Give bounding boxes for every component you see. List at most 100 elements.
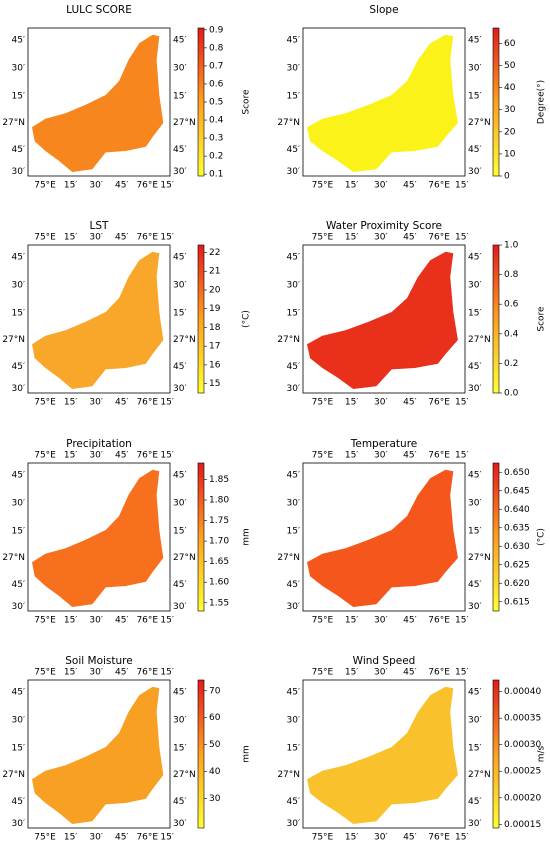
lon-label: 75°E <box>312 233 334 243</box>
colorbar-tick-label: 0.2 <box>209 152 223 162</box>
colorbar-tick-label: 1.60 <box>209 578 229 588</box>
region <box>32 686 164 824</box>
colorbar-tick-label: 0.8 <box>504 270 519 280</box>
colorbar-label: mm <box>242 745 252 763</box>
colorbar-tick-label: 0.5 <box>209 98 223 108</box>
colorbar-tick-label: 1.75 <box>209 516 229 526</box>
lat-label: 30′ <box>468 384 482 394</box>
colorbar-tick-label: 50 <box>209 740 221 750</box>
lon-label: 15′ <box>345 398 359 408</box>
lon-label: 15′ <box>345 451 359 461</box>
colorbar-tick-label: 0.630 <box>504 542 530 552</box>
lon-label: 76°E <box>136 233 158 243</box>
colorbar-tick-label: 0.640 <box>504 505 530 515</box>
lon-label: 75°E <box>312 833 334 843</box>
colorbar-tick-label: 0.0 <box>504 389 519 399</box>
lon-label: 76°E <box>428 451 450 461</box>
map-frame <box>27 244 171 394</box>
lon-label: 75°E <box>312 451 334 461</box>
lon-label: 30′ <box>374 398 388 408</box>
map-frame <box>27 462 171 612</box>
colorbar-tick-label: 50 <box>504 61 516 71</box>
colorbar-tick-label: 0.00030 <box>504 740 541 750</box>
lon-label: 45′ <box>115 833 129 843</box>
lat-label: 27°N <box>277 335 300 345</box>
lon-label: 30′ <box>89 398 103 408</box>
colorbar-tick-label: 0.00035 <box>504 714 541 724</box>
lon-label: 15′ <box>64 181 78 191</box>
lat-label: 45′ <box>12 35 26 45</box>
lat-label: 30′ <box>12 715 26 725</box>
panel-title: LST <box>90 220 110 232</box>
lon-label: 76°E <box>136 616 158 626</box>
colorbar-tick-label: 0.7 <box>209 61 223 71</box>
lat-label: 30′ <box>287 280 301 290</box>
lat-label: 45′ <box>468 35 482 45</box>
lon-label: 15′ <box>64 616 78 626</box>
colorbar-tick-label: 30 <box>504 105 516 115</box>
lon-label: 76°E <box>428 233 450 243</box>
lat-label: 15′ <box>468 527 482 537</box>
lat-label: 30′ <box>12 498 26 508</box>
lat-label: 27°N <box>277 770 300 780</box>
lat-label: 30′ <box>287 602 301 612</box>
lon-label: 30′ <box>374 833 388 843</box>
colorbar-label: Score <box>242 89 252 115</box>
lat-label: 30′ <box>12 63 26 73</box>
colorbar-tick-label: 16 <box>209 360 221 370</box>
colorbar-tick-label: 0.650 <box>504 468 530 478</box>
map-frame <box>302 462 466 612</box>
region <box>32 34 164 172</box>
lat-label: 27°N <box>468 118 491 128</box>
lat-label: 27°N <box>277 553 300 563</box>
map-frame <box>302 679 466 829</box>
colorbar-tick-label: 0.3 <box>209 134 223 144</box>
panel-title: Slope <box>369 4 398 16</box>
lon-label: 76°E <box>136 181 158 191</box>
colorbar-tick-label: 1.80 <box>209 496 229 506</box>
lat-label: 45′ <box>468 687 482 697</box>
lat-label: 30′ <box>468 280 482 290</box>
lon-label: 75°E <box>34 233 56 243</box>
lon-label: 30′ <box>374 451 388 461</box>
panel-title: Temperature <box>350 438 418 450</box>
colorbar-tick-label: 0.635 <box>504 523 530 533</box>
lon-label: 15′ <box>160 451 174 461</box>
lat-label: 45′ <box>12 470 26 480</box>
lon-label: 30′ <box>374 181 388 191</box>
lon-label: 15′ <box>455 451 469 461</box>
colorbar-tick-label: 0.615 <box>504 597 530 607</box>
lon-label: 75°E <box>312 616 334 626</box>
lat-label: 15′ <box>468 309 482 319</box>
colorbar-tick-label: 1.70 <box>209 537 229 547</box>
lat-label: 30′ <box>468 715 482 725</box>
lat-label: 15′ <box>287 527 301 537</box>
colorbar-tick-label: 0.00040 <box>504 687 541 697</box>
lat-label: 45′ <box>468 362 482 372</box>
lat-label: 15′ <box>468 744 482 754</box>
lat-label: 45′ <box>12 145 26 155</box>
colorbar <box>492 27 500 177</box>
lat-label: 30′ <box>468 819 482 829</box>
lon-label: 15′ <box>64 668 78 678</box>
colorbar-tick-label: 15 <box>209 379 220 389</box>
lon-label: 45′ <box>403 668 417 678</box>
lat-label: 45′ <box>12 362 26 372</box>
colorbar-tick-label: 1.55 <box>209 598 229 608</box>
lat-label: 45′ <box>173 362 187 372</box>
panel-title: Water Proximity Score <box>326 220 442 232</box>
lat-label: 30′ <box>287 167 301 177</box>
colorbar <box>492 679 500 829</box>
lat-label: 30′ <box>287 819 301 829</box>
lat-label: 45′ <box>287 797 301 807</box>
lat-label: 15′ <box>173 309 187 319</box>
lon-label: 45′ <box>403 181 417 191</box>
lat-label: 30′ <box>468 498 482 508</box>
map-frame <box>302 244 466 394</box>
colorbar-tick-label: 22 <box>209 248 220 258</box>
lon-label: 15′ <box>160 833 174 843</box>
lat-label: 45′ <box>468 145 482 155</box>
lon-label: 15′ <box>345 181 359 191</box>
lat-label: 30′ <box>12 819 26 829</box>
lat-label: 45′ <box>287 252 301 262</box>
